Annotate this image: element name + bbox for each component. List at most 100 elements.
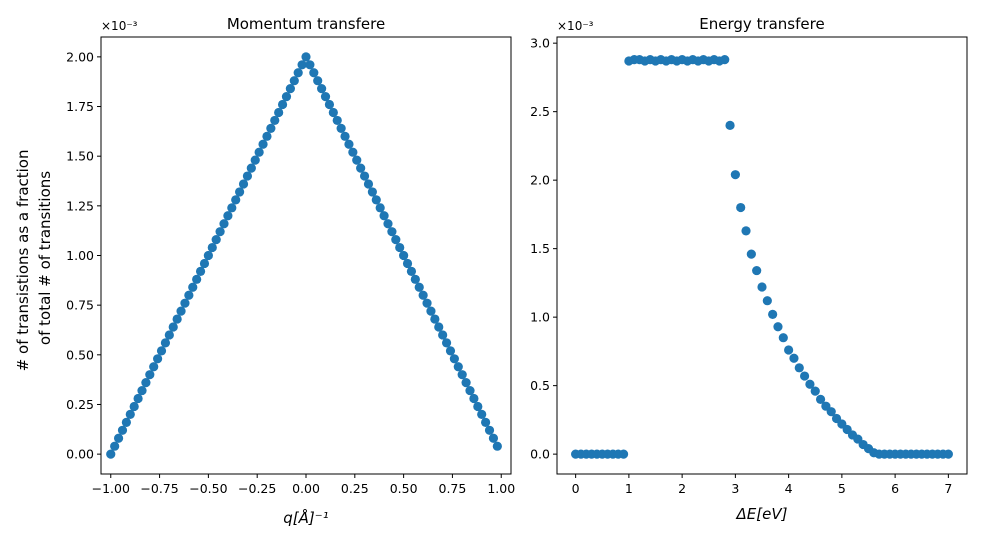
x-tick-label: 0 [572, 481, 580, 496]
data-point [258, 139, 268, 149]
data-point [336, 123, 346, 133]
data-point [153, 354, 163, 364]
data-point [211, 235, 221, 245]
x-tick-label: 4 [785, 481, 793, 496]
data-point [277, 99, 288, 110]
x-tick-label: 1.00 [487, 481, 515, 496]
data-point [117, 425, 128, 435]
data-point [402, 258, 413, 269]
data-point [363, 179, 374, 189]
data-point [383, 219, 393, 229]
data-point [741, 226, 751, 236]
data-point [156, 346, 167, 356]
data-point [125, 409, 135, 420]
data-point [410, 274, 420, 284]
data-point [149, 362, 159, 372]
data-point [231, 195, 241, 205]
data-point [457, 370, 467, 380]
data-point [324, 99, 335, 110]
y-tick-label: 0.25 [66, 397, 94, 412]
data-point [399, 250, 409, 261]
data-point [441, 338, 452, 348]
x-tick-label: −0.75 [140, 481, 178, 496]
data-point [192, 274, 202, 284]
data-point [188, 282, 198, 292]
y-tick-label: 0.00 [66, 447, 94, 462]
data-point [789, 353, 799, 363]
data-point [129, 401, 139, 412]
data-point [799, 371, 810, 381]
data-point [618, 449, 629, 459]
data-point [344, 139, 354, 149]
data-point [305, 60, 315, 70]
y-tick-label: 1.5 [530, 241, 550, 256]
data-point [422, 298, 432, 308]
data-point [235, 187, 245, 197]
data-point [461, 378, 471, 388]
momentum-x-axis-label: q[Å]⁻¹ [283, 508, 328, 527]
data-point [274, 107, 284, 118]
data-point [826, 407, 836, 417]
data-point [453, 362, 463, 372]
y-tick-label: 2.5 [530, 104, 550, 119]
y-tick-label: 1.00 [66, 248, 94, 263]
energy-x-axis-label: ΔE[eV] [736, 505, 788, 523]
data-point [145, 370, 155, 380]
data-point [309, 68, 319, 78]
x-tick-label: 0.50 [390, 481, 418, 496]
x-tick-label: 0.00 [292, 481, 320, 496]
data-point [406, 266, 417, 276]
data-point [492, 441, 502, 451]
data-point [794, 363, 804, 373]
y-axis-label-line-2: of total # of transitions [36, 171, 54, 345]
data-point [784, 345, 794, 355]
data-point [215, 227, 225, 237]
data-point [141, 378, 151, 388]
data-point [262, 131, 272, 141]
data-point [815, 394, 826, 404]
data-point [289, 76, 299, 86]
data-point [375, 203, 385, 213]
data-point [348, 147, 358, 157]
x-tick-label: −0.25 [238, 481, 276, 496]
energy-plot-area [556, 36, 968, 475]
data-point [356, 163, 366, 173]
data-point [281, 91, 292, 102]
data-point [725, 120, 735, 130]
data-point [488, 433, 499, 443]
data-point [778, 333, 788, 343]
x-tick-label: 5 [838, 481, 846, 496]
x-tick-label: −1.00 [92, 481, 130, 496]
data-point [477, 409, 487, 420]
x-tick-label: 7 [944, 481, 952, 496]
data-point [367, 187, 377, 197]
data-point [297, 60, 307, 70]
data-point [481, 417, 491, 427]
data-point [387, 227, 397, 237]
data-point [133, 393, 143, 404]
data-point [242, 171, 253, 181]
data-point [752, 265, 762, 276]
data-point [207, 242, 217, 253]
data-point [285, 84, 295, 94]
x-tick-label: −0.50 [189, 481, 227, 496]
data-point [238, 179, 249, 189]
x-tick-label: 1 [625, 481, 633, 496]
momentum-y-axis-label: # of transistions as a fraction of total… [14, 145, 54, 372]
data-point [227, 203, 237, 213]
x-tick-label: 0.25 [341, 481, 369, 496]
data-point [768, 309, 778, 320]
momentum-panel: −1.00 −0.75 −0.50 −0.25 0.00 0.25 0.50 0.75 1.00… [14, 15, 515, 527]
data-point [414, 282, 424, 292]
data-point [434, 322, 444, 332]
data-point [418, 290, 428, 300]
x-tick-label: 2 [678, 481, 686, 496]
data-point [270, 115, 280, 126]
x-tick-label: 0.75 [439, 481, 467, 496]
y-tick-label: 0.75 [66, 298, 94, 313]
data-point [106, 449, 116, 459]
data-point [730, 170, 740, 180]
data-point [223, 211, 233, 221]
data-point [449, 354, 459, 364]
